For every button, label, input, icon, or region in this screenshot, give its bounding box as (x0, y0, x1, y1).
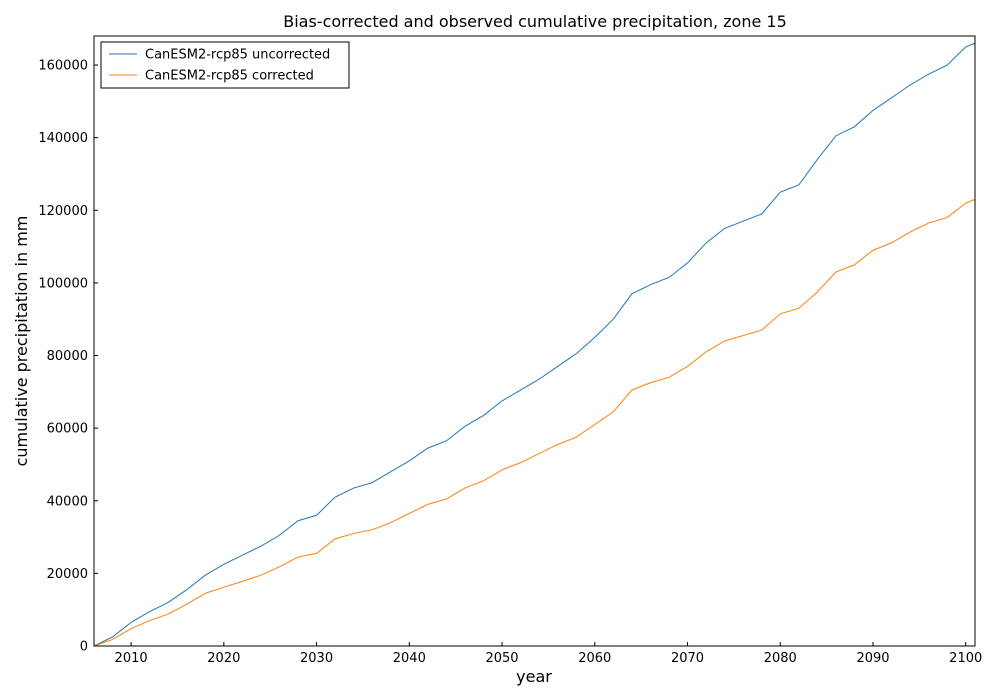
x-tick-label: 2010 (115, 651, 148, 666)
x-tick-label: 2100 (949, 651, 982, 666)
series-line-1 (93, 198, 976, 647)
y-tick-label: 60000 (47, 422, 88, 437)
y-tick-label: 40000 (47, 494, 88, 509)
legend: CanESM2-rcp85 uncorrected CanESM2-rcp85 c… (100, 41, 350, 89)
x-tick-label: 2090 (856, 651, 889, 666)
y-tick-label: 100000 (38, 276, 88, 291)
y-tick-label: 160000 (38, 59, 88, 74)
y-tick-label: 120000 (38, 204, 88, 219)
y-tick-label: 140000 (38, 131, 88, 146)
y-tick-label: 20000 (47, 567, 88, 582)
plot-area (93, 35, 976, 647)
y-tick-label: 80000 (47, 349, 88, 364)
x-tick-label: 2040 (393, 651, 426, 666)
y-axis-label: cumulative precipitation in mm (12, 216, 31, 467)
x-tick-label: 2050 (485, 651, 518, 666)
x-axis-label: year (516, 667, 552, 686)
y-tick-label: 0 (80, 640, 88, 655)
x-tick-label: 2070 (671, 651, 704, 666)
x-tick-label: 2020 (207, 651, 240, 666)
series-line-0 (93, 42, 976, 647)
legend-entry-label: CanESM2-rcp85 corrected (145, 69, 314, 84)
plot-frame (93, 35, 976, 647)
x-tick-label: 2080 (764, 651, 797, 666)
legend-box (100, 41, 350, 89)
x-tick-label: 2060 (578, 651, 611, 666)
x-axis: 2010 2020 2030 2040 2050 2060 2070 2080 2090 2100 (115, 642, 982, 666)
chart-title: Bias-corrected and observed cumulative p… (283, 12, 787, 31)
x-tick-label: 2030 (300, 651, 333, 666)
legend-entry-label: CanESM2-rcp85 uncorrected (145, 48, 330, 63)
y-axis: 0 20000 40000 60000 80000 100000 120000 140000 1… (38, 59, 98, 655)
